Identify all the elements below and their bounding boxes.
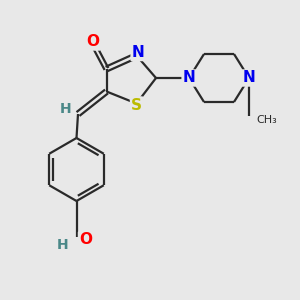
Text: O: O <box>86 34 100 50</box>
Text: H: H <box>57 238 69 252</box>
Text: S: S <box>131 98 142 112</box>
Text: N: N <box>183 70 195 86</box>
Text: CH₃: CH₃ <box>256 115 277 125</box>
Text: O: O <box>79 232 92 247</box>
Text: N: N <box>243 70 255 86</box>
Text: H: H <box>60 103 71 116</box>
Text: N: N <box>132 45 144 60</box>
